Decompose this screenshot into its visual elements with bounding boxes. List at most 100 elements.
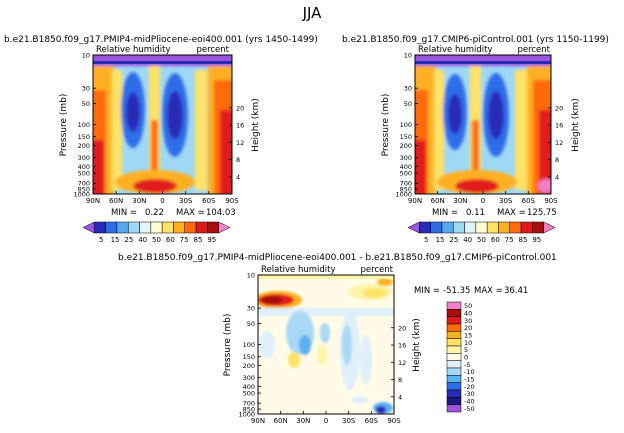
- diff-colorbar-swatch: [446, 345, 462, 354]
- diff-y-tick-label: 1000: [238, 411, 255, 419]
- right-colorbar-swatch: [520, 221, 533, 234]
- right-y-tick-label: 1000: [395, 191, 412, 199]
- diff-colorbar-label: -5: [464, 361, 470, 369]
- right-x-tick-label: 60N: [431, 197, 445, 205]
- left-colorbar-swatch: [173, 221, 186, 234]
- right-panel-title: b.e21.B1850.f09_g17.CMIP6-piControl.001 …: [342, 35, 609, 45]
- left-y-axis-title: Pressure (mb): [59, 94, 69, 157]
- left-units-label: percent: [196, 45, 229, 55]
- left-min-label: MIN =: [111, 208, 137, 218]
- right-colorbar-swatch: [498, 221, 511, 234]
- left-y-tick-label: 300: [78, 154, 90, 162]
- right-y-axis-title: Pressure (mb): [381, 94, 391, 157]
- right-variable-label: Relative humidity: [418, 45, 493, 55]
- left-y2-tick-label: 20: [236, 104, 244, 112]
- left-y2-tick-label: 8: [236, 156, 240, 164]
- right-x-tick-label: 90N: [408, 197, 422, 205]
- diff-colorbar-label: 15: [464, 332, 472, 340]
- diff-y-tick-label: 400: [243, 383, 255, 391]
- right-y-tick-label: 10: [404, 52, 412, 60]
- diff-y-tick-label: 700: [243, 400, 255, 408]
- diff-y-tick-label: 850: [243, 406, 255, 414]
- diff-panel-title: b.e21.B1850.f09_g17.PMIP4-midPliocene-eo…: [118, 253, 557, 263]
- right-axes: 90N 60N 30N 0 30S 60S 90S100085070050040030020…: [395, 52, 563, 206]
- right-colorbar-label: 95: [532, 236, 541, 244]
- right-colorbar-swatch: [441, 221, 454, 234]
- left-colorbar-label: 5: [99, 236, 103, 244]
- left-colorbar-label: 40: [138, 236, 147, 244]
- diff-variable-label: Relative humidity: [261, 265, 336, 275]
- diff-x-tick-label: 60N: [274, 417, 288, 425]
- right-colorbar-swatch: [407, 221, 420, 234]
- right-colorbar-swatch: [419, 221, 431, 234]
- left-colorbar-swatch: [139, 221, 152, 234]
- right-y2-tick-label: 16: [555, 122, 563, 130]
- diff-stats: MIN = -51.35 MAX = 36.41: [414, 286, 528, 296]
- left-colorbar-label: 85: [194, 236, 203, 244]
- right-y-tick-label: 100: [400, 121, 412, 129]
- right-colorbar-label: 50: [477, 236, 486, 244]
- diff-colorbar-swatch: [446, 323, 462, 332]
- left-x-tick-label: 30S: [179, 197, 193, 205]
- diff-min-label: MIN =: [414, 286, 440, 296]
- diff-units-label: percent: [360, 265, 393, 275]
- left-colorbar-swatch: [127, 221, 140, 234]
- left-stats: MIN = 0.22 MAX = 104.03: [111, 208, 236, 218]
- right-x-tick-label: 0: [481, 197, 485, 205]
- right-colorbar-swatch: [532, 221, 544, 234]
- diff-min-value: -51.35: [443, 286, 470, 296]
- diff-y2-tick-label: 8: [398, 376, 402, 384]
- right-y2-tick-label: 4: [555, 173, 559, 181]
- right-y2-tick-label: 8: [555, 156, 559, 164]
- right-colorbar-label: 60: [491, 236, 500, 244]
- right-y-tick-label: 50: [404, 100, 412, 108]
- diff-y2-tick-label: 4: [398, 393, 402, 401]
- left-colorbar-swatch: [195, 221, 208, 234]
- left-y2-axis-title: Height (km): [251, 98, 261, 152]
- diff-plot-field: [258, 275, 394, 414]
- right-y-tick-label: 700: [400, 180, 412, 188]
- right-colorbar-swatch: [452, 221, 465, 234]
- diff-y-tick-label: 30: [247, 305, 255, 313]
- right-y-tick-label: 850: [400, 186, 412, 194]
- diff-y2-tick-label: 16: [398, 342, 406, 350]
- left-colorbar-label: 15: [111, 236, 120, 244]
- diff-y-tick-label: 500: [243, 390, 255, 398]
- right-colorbar-swatch: [464, 221, 477, 234]
- left-y2-tick-label: 4: [236, 173, 240, 181]
- left-variable-label: Relative humidity: [96, 45, 171, 55]
- left-y-tick-label: 10: [82, 52, 90, 60]
- right-max-value: 125.75: [527, 208, 557, 218]
- diff-colorbar-swatch: [446, 309, 462, 317]
- right-y2-tick-label: 12: [555, 139, 563, 147]
- diff-colorbar-label: -50: [464, 405, 475, 413]
- right-y-tick-label: 500: [400, 170, 412, 178]
- right-colorbar-swatch: [509, 221, 522, 234]
- left-y-tick-label: 400: [78, 163, 90, 171]
- diff-colorbar-label: 5: [464, 346, 468, 354]
- season-title: JJA: [302, 4, 323, 22]
- panel-left: b.e21.B1850.f09_g17.PMIP4-midPliocene-eo…: [4, 35, 318, 244]
- right-colorbar-swatch: [486, 221, 499, 234]
- left-min-value: 0.22: [145, 208, 164, 218]
- left-y-tick-label: 150: [78, 133, 90, 141]
- diff-x-tick-label: 90S: [387, 417, 401, 425]
- left-x-tick-label: 60S: [202, 197, 216, 205]
- right-units-label: percent: [517, 45, 550, 55]
- diff-max-label: MAX =: [474, 286, 503, 296]
- panel-right: b.e21.B1850.f09_g17.CMIP6-piControl.001 …: [342, 35, 609, 244]
- left-x-tick-label: 90N: [86, 197, 100, 205]
- diff-colorbar-label: -40: [464, 398, 475, 406]
- diff-y-tick-label: 100: [243, 341, 255, 349]
- left-colorbar-swatch: [184, 221, 197, 234]
- left-colorbar-swatch: [150, 221, 163, 234]
- diff-colorbar-swatch: [446, 360, 462, 369]
- right-colorbar-swatch: [475, 221, 488, 234]
- diff-colorbar-label: -10: [464, 368, 475, 376]
- left-x-tick-label: 30N: [132, 197, 146, 205]
- right-min-value: 0.11: [466, 208, 485, 218]
- diff-y-tick-label: 150: [243, 353, 255, 361]
- diff-y-tick-label: 200: [243, 362, 255, 370]
